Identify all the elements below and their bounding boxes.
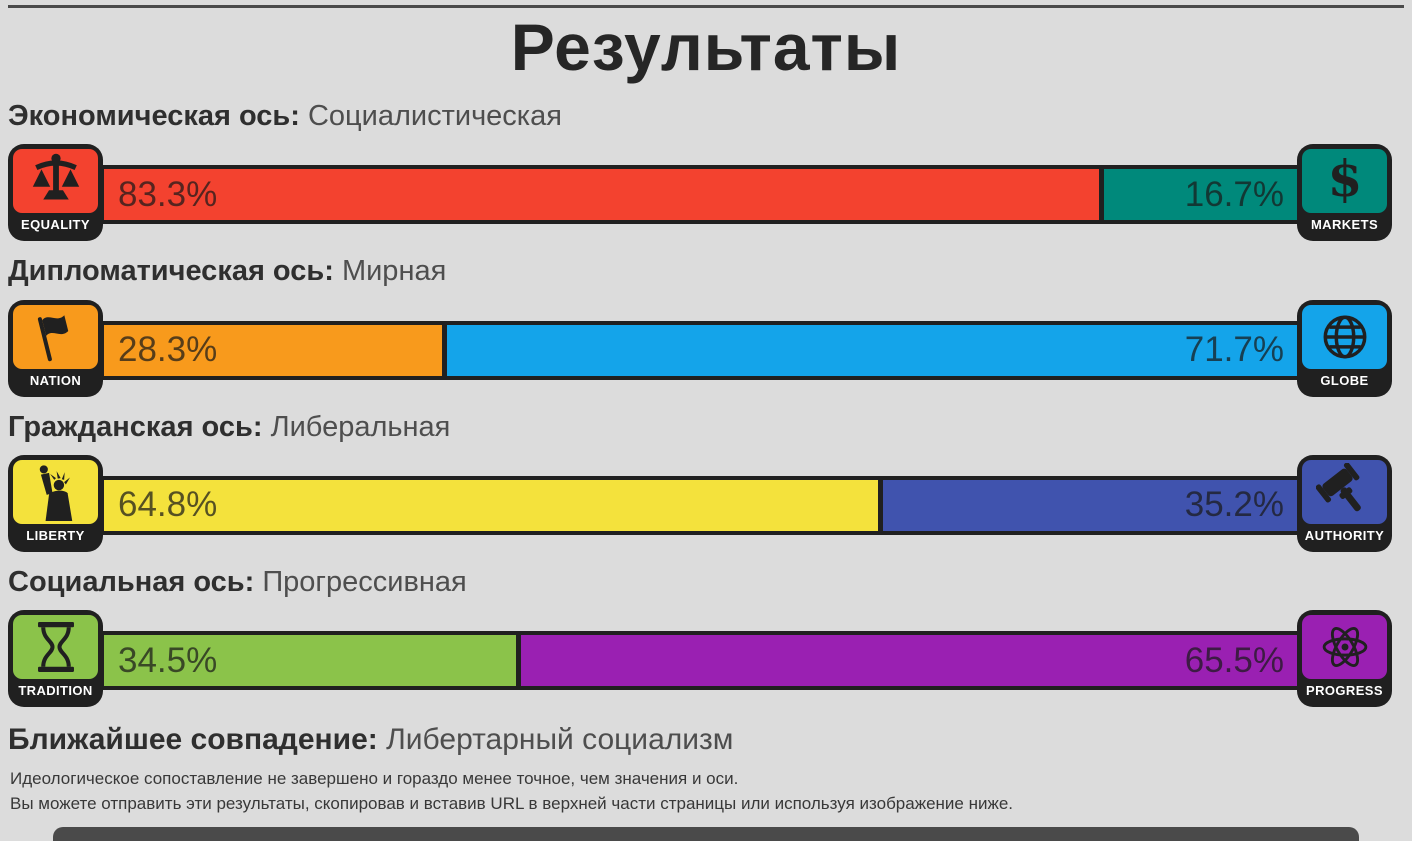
- results-image-top-edge: [53, 826, 1359, 841]
- note-line: Идеологическое сопоставление не завершен…: [10, 768, 739, 788]
- equality-percent: 83.3%: [118, 174, 218, 214]
- page-title: Результаты: [510, 10, 902, 84]
- progress-percent: 65.5%: [1184, 640, 1284, 680]
- liberty-bar-segment: 64.8%: [104, 479, 878, 531]
- economic-axis-row: 83.3% 16.7% EQUALITY $: [0, 144, 1412, 242]
- economic-axis-bar: 83.3% 16.7%: [100, 165, 1302, 225]
- tradition-bar-segment: 34.5%: [104, 635, 516, 687]
- axis-heading-result: Либеральная: [270, 410, 451, 443]
- liberty-badge: LIBERTY: [8, 454, 103, 552]
- note-line: Вы можете отправить эти результаты, скоп…: [10, 794, 1014, 814]
- axis-heading-result: Мирная: [341, 255, 447, 288]
- markets-bar-segment: 16.7%: [1103, 169, 1298, 221]
- equality-bar-segment: 83.3%: [104, 169, 1099, 221]
- progress-badge: PROGRESS: [1297, 610, 1392, 708]
- diplomatic-axis-row: 28.3% 71.7% NATION: [0, 299, 1412, 397]
- globe-label: GLOBE: [1320, 372, 1369, 388]
- societal-axis-heading: Социальная ось: Прогрессивная: [8, 566, 1412, 599]
- progress-bar-segment: 65.5%: [520, 635, 1298, 687]
- nation-label: NATION: [29, 372, 82, 388]
- civil-axis-heading: Гражданская ось: Либеральная: [8, 411, 1412, 444]
- closest-match-result: Либертарный социализм: [386, 723, 734, 757]
- equality-badge: EQUALITY: [8, 144, 103, 242]
- closest-match: Ближайшее совпадение: Либертарный социал…: [8, 723, 1412, 758]
- flag-icon: [37, 314, 68, 361]
- markets-percent: 16.7%: [1184, 174, 1284, 214]
- tradition-label: TRADITION: [18, 683, 93, 699]
- scales-icon: [32, 153, 79, 200]
- civil-axis-bar: 64.8% 35.2%: [100, 475, 1302, 535]
- authority-badge: AUTHORITY: [1297, 454, 1392, 552]
- hourglass-icon: [37, 622, 74, 673]
- globe-bar-segment: 71.7%: [446, 324, 1298, 376]
- axis-heading-label: Гражданская ось:: [8, 410, 263, 443]
- diplomatic-axis-bar: 28.3% 71.7%: [100, 320, 1302, 380]
- liberty-label: LIBERTY: [26, 527, 85, 543]
- nation-bar-segment: 28.3%: [104, 324, 442, 376]
- axis-heading-result: Социалистическая: [307, 99, 562, 132]
- svg-text:$: $: [1327, 152, 1362, 208]
- gavel-icon: [1315, 462, 1361, 512]
- axis-heading-label: Экономическая ось:: [8, 99, 300, 132]
- atom-icon: [1322, 627, 1367, 668]
- axis-heading-label: Дипломатическая ось:: [8, 255, 334, 288]
- notes: Идеологическое сопоставление не завершен…: [10, 766, 1412, 817]
- nation-badge: NATION: [8, 299, 103, 397]
- closest-match-label: Ближайшее совпадение:: [8, 723, 378, 757]
- tradition-percent: 34.5%: [118, 640, 218, 680]
- top-divider: [8, 5, 1404, 8]
- authority-bar-segment: 35.2%: [882, 479, 1298, 531]
- nation-percent: 28.3%: [118, 330, 218, 370]
- globe-percent: 71.7%: [1184, 330, 1284, 370]
- tradition-badge: TRADITION: [8, 610, 103, 708]
- globe-badge: GLOBE: [1297, 299, 1392, 397]
- axis-heading-label: Социальная ось:: [8, 565, 255, 598]
- diplomatic-axis-heading: Дипломатическая ось: Мирная: [8, 255, 1412, 288]
- axis-heading-result: Прогрессивная: [262, 565, 467, 598]
- progress-label: PROGRESS: [1306, 683, 1383, 699]
- civil-axis-row: 64.8% 35.2% LIBERTY: [0, 454, 1412, 552]
- economic-axis-heading: Экономическая ось: Социалистическая: [8, 100, 1412, 133]
- markets-label: MARKETS: [1310, 217, 1379, 233]
- liberty-percent: 64.8%: [118, 485, 218, 525]
- authority-percent: 35.2%: [1184, 485, 1284, 525]
- societal-axis-row: 34.5% 65.5% TRADITION: [0, 610, 1412, 708]
- globe-icon: [1323, 315, 1366, 359]
- dollar-icon: $: [1327, 152, 1362, 208]
- statue-of-liberty-icon: [39, 465, 72, 521]
- equality-label: EQUALITY: [21, 217, 90, 233]
- societal-axis-bar: 34.5% 65.5%: [100, 631, 1302, 691]
- markets-badge: $ MARKETS: [1297, 144, 1392, 242]
- authority-label: AUTHORITY: [1304, 527, 1385, 543]
